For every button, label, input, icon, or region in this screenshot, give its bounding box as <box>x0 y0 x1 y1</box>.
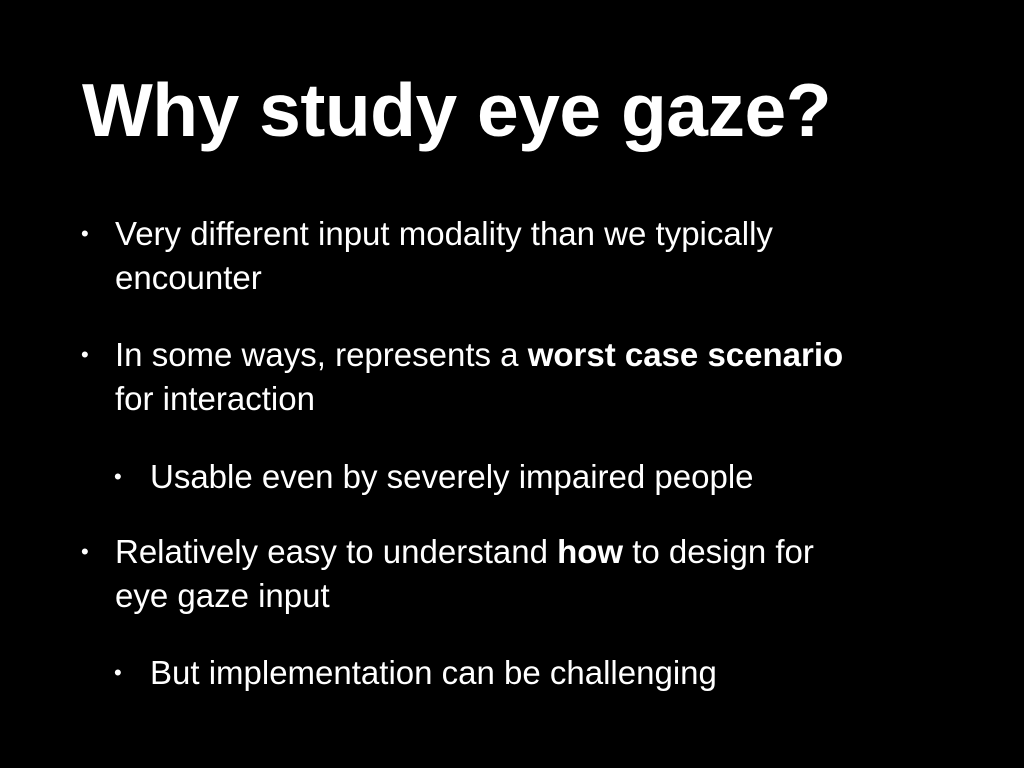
bullet-item-1: • Very different input modality than we … <box>81 212 773 300</box>
bullet-icon: • <box>114 464 122 489</box>
sub-bullet-item-2-text: But implementation can be challenging <box>150 654 717 691</box>
slide-title: Why study eye gaze? <box>82 68 832 152</box>
sub-bullet-item-2: • But implementation can be challenging <box>114 651 717 695</box>
bullet-item-3: • Relatively easy to understand how to d… <box>81 530 814 618</box>
bullet-item-2-line-1: In some ways, represents a worst case sc… <box>115 333 843 377</box>
bullet-item-2: • In some ways, represents a worst case … <box>81 333 843 421</box>
bullet-item-2-text: In some ways, represents a <box>115 336 528 373</box>
sub-bullet-item-1: • Usable even by severely impaired peopl… <box>114 455 754 499</box>
bullet-item-3-line-1: Relatively easy to understand how to des… <box>115 530 814 574</box>
bullet-icon: • <box>114 660 122 685</box>
bullet-item-1-line-1: Very different input modality than we ty… <box>115 215 773 252</box>
bullet-icon: • <box>81 342 89 367</box>
bullet-item-3-emphasis: how <box>557 533 624 570</box>
bullet-item-1-line-2: encounter <box>115 259 262 296</box>
bullet-item-2-line-2: for interaction <box>115 380 315 417</box>
bullet-item-3-text-pre: Relatively easy to understand <box>115 533 558 570</box>
bullet-item-2-emphasis: worst case scenario <box>527 336 844 373</box>
sub-bullet-item-1-text: Usable even by severely impaired people <box>150 458 754 495</box>
bullet-item-3-line-2: eye gaze input <box>115 577 330 614</box>
bullet-item-3-text-post: to design for <box>623 533 814 570</box>
bullet-icon: • <box>81 539 89 564</box>
bullet-icon: • <box>81 221 89 246</box>
